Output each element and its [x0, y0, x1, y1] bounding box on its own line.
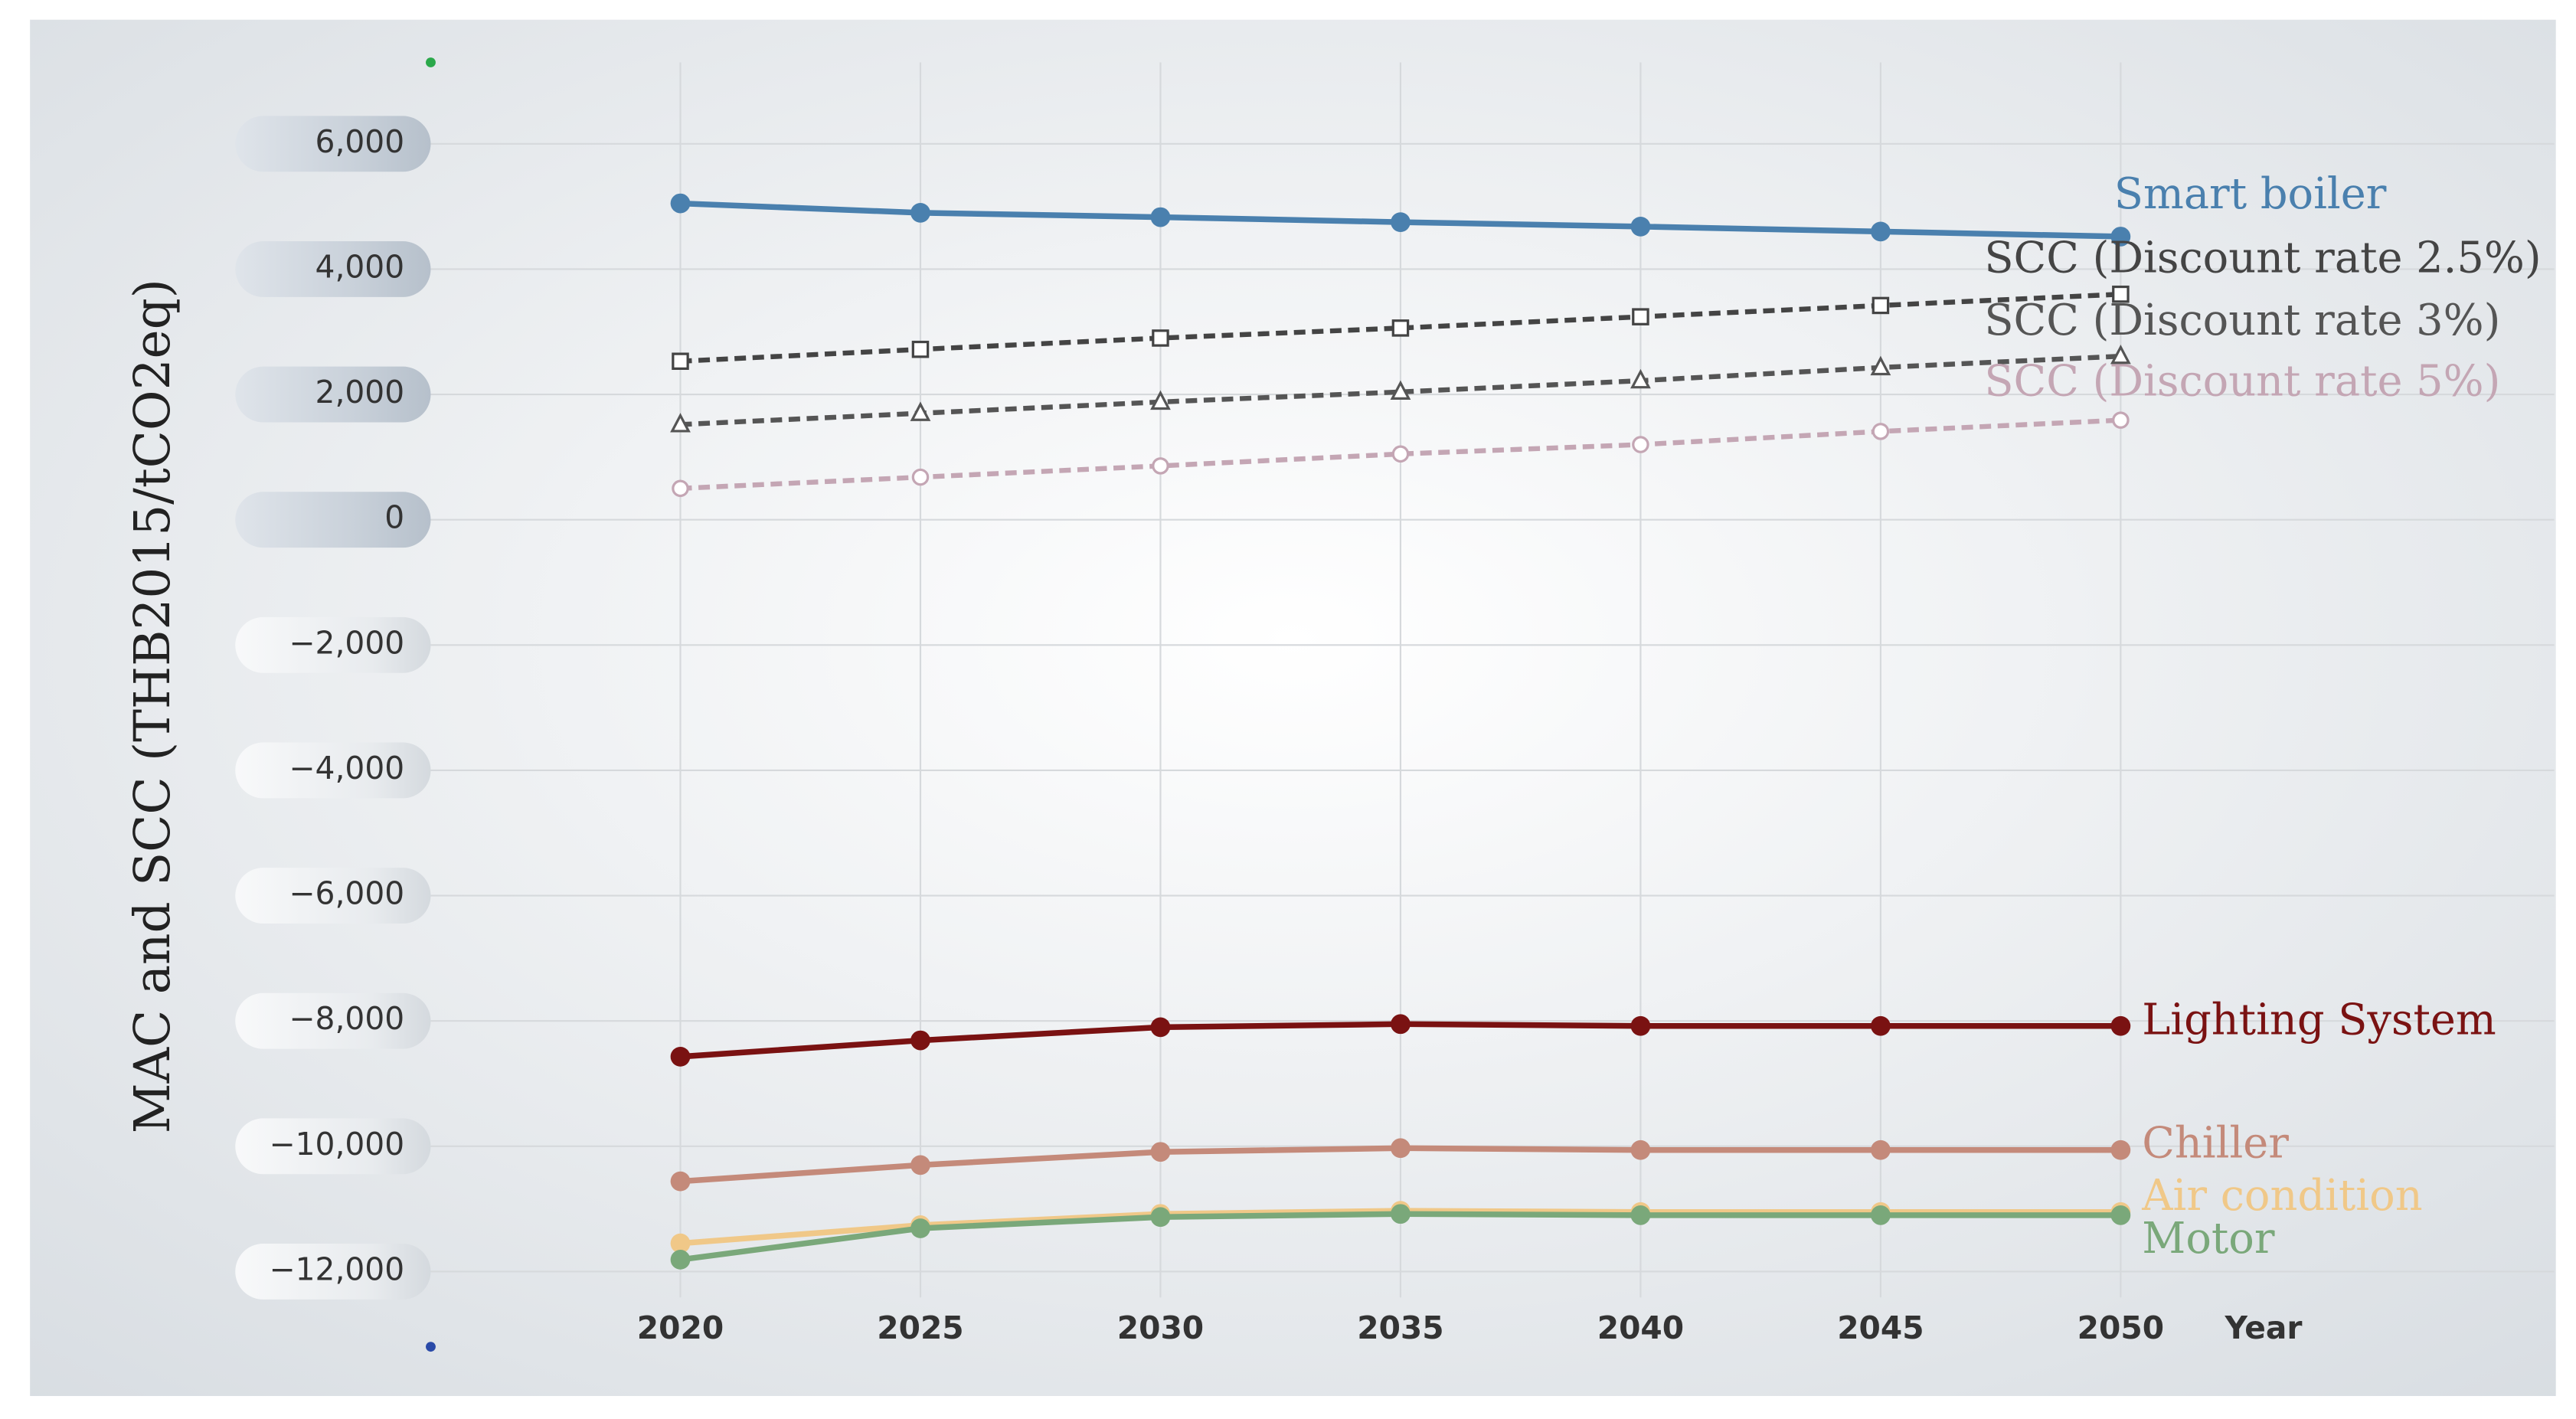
marker: [1150, 1017, 1171, 1038]
y-tick-label: −4,000: [289, 750, 404, 786]
marker: [670, 1046, 691, 1067]
marker: [1391, 445, 1410, 463]
series-label: Lighting System: [2142, 996, 2496, 1045]
marker: [1391, 1138, 1411, 1159]
tick-pill: [235, 868, 431, 924]
marker: [1390, 380, 1411, 401]
marker: [1150, 1142, 1171, 1162]
marker: [2110, 344, 2131, 365]
marker: [911, 468, 930, 486]
tick-pill: [235, 1244, 431, 1300]
x-axis-title: Year: [2224, 1309, 2302, 1346]
marker: [670, 193, 691, 214]
marker: [1630, 216, 1651, 237]
x-tick-label: 2030: [1117, 1309, 1204, 1346]
x-tick-label: 2050: [2077, 1309, 2164, 1346]
x-tick-label: 2045: [1837, 1309, 1924, 1346]
series-label: Smart boiler: [2114, 169, 2387, 219]
y-tick-label: −10,000: [269, 1126, 404, 1162]
background: [30, 19, 2556, 1396]
marker: [1152, 457, 1169, 475]
y-axis-title: MAC and SCC (THB2015/tCO2eq): [124, 279, 181, 1133]
tick-pill: [235, 492, 431, 548]
y-tick-label: 6,000: [315, 123, 405, 160]
axis-end: [426, 1342, 436, 1352]
marker: [910, 401, 931, 421]
marker: [1632, 308, 1649, 325]
marker: [910, 1155, 930, 1175]
y-tick-label: −2,000: [289, 624, 404, 661]
marker: [2110, 1015, 2131, 1036]
y-tick-label: −6,000: [289, 875, 404, 912]
tick-pill: [235, 241, 431, 297]
tick-pill: [235, 992, 431, 1049]
series-label: Motor: [2142, 1214, 2275, 1264]
marker: [1150, 1207, 1171, 1228]
tick-pill: [235, 116, 431, 172]
marker: [1391, 1204, 1411, 1224]
y-tick-label: 2,000: [315, 374, 405, 410]
tick-pill: [235, 616, 431, 673]
y-tick-label: 0: [384, 499, 404, 536]
series-label: Air condition: [2141, 1171, 2422, 1221]
series-label: SCC (Discount rate 5%): [1984, 356, 2500, 406]
marker: [670, 413, 691, 433]
marker: [911, 340, 930, 358]
marker: [1871, 1139, 1891, 1160]
marker: [1391, 319, 1410, 337]
tick-pill: [235, 742, 431, 799]
marker: [672, 479, 689, 498]
x-tick-label: 2025: [877, 1309, 963, 1346]
marker: [910, 1218, 930, 1238]
x-tick-label: 2035: [1357, 1309, 1443, 1346]
series-label: SCC (Discount rate 2.5%): [1984, 234, 2541, 283]
marker: [2112, 411, 2130, 429]
series-label: Chiller: [2142, 1118, 2289, 1168]
x-tick-label: 2040: [1597, 1309, 1684, 1346]
y-tick-label: −12,000: [269, 1251, 404, 1287]
x-tick-label: 2020: [637, 1309, 724, 1346]
tick-pill: [235, 366, 431, 423]
marker: [1630, 1015, 1651, 1036]
marker: [1871, 1015, 1891, 1036]
marker: [1630, 368, 1651, 389]
marker: [1870, 355, 1891, 376]
tick-pill: [235, 1118, 431, 1175]
y-tick-label: 4,000: [315, 248, 405, 285]
grid: [430, 62, 2555, 1298]
marker: [1871, 221, 1891, 242]
series-label: SCC (Discount rate 3%): [1984, 296, 2500, 345]
marker: [910, 1030, 930, 1051]
marker: [2110, 1205, 2131, 1225]
axis-end: [426, 57, 436, 67]
marker: [1871, 1205, 1891, 1225]
marker: [1630, 1205, 1651, 1225]
marker: [670, 1233, 691, 1254]
marker: [1872, 296, 1890, 315]
marker: [1630, 1139, 1651, 1160]
marker: [1632, 436, 1649, 453]
marker: [1150, 207, 1171, 227]
marker: [1391, 212, 1411, 232]
marker: [1872, 423, 1890, 440]
marker: [910, 202, 930, 223]
marker: [670, 1250, 691, 1270]
marker: [2110, 227, 2131, 247]
marker: [2110, 1139, 2131, 1160]
marker: [672, 352, 689, 370]
marker: [1391, 1014, 1411, 1035]
y-tick-label: −8,000: [289, 1000, 404, 1037]
marker: [670, 1171, 691, 1192]
marker: [1150, 390, 1171, 410]
marker: [2112, 285, 2130, 303]
marker: [1152, 329, 1169, 347]
